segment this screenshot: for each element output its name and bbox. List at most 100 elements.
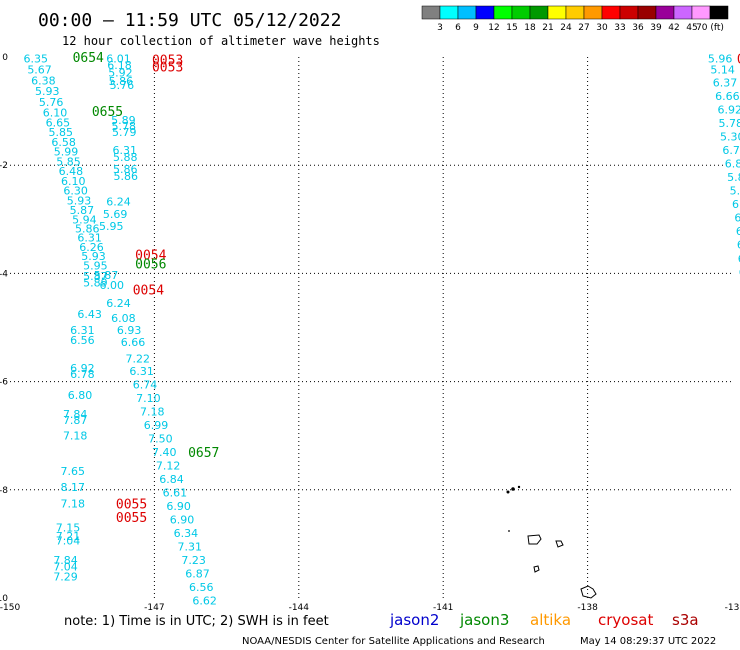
swh-value-label: 6 [737, 239, 740, 252]
swh-value-label: 7.18 [63, 430, 88, 443]
swh-value-label: 6.56 [189, 581, 214, 594]
swh-value-label: 6.62 [192, 595, 217, 608]
swh-value-label: 7.65 [61, 465, 86, 478]
swh-value-label: 5.85 [49, 126, 74, 139]
island-outline [527, 534, 542, 545]
swh-value-label: 6.9 [732, 198, 740, 211]
island-dot [511, 487, 515, 491]
swh-value-label: 7.21 [56, 530, 81, 543]
colorbar-swatch [619, 5, 639, 20]
swh-value-label: 5.30 [720, 131, 740, 144]
pass-time-label: 0 [737, 53, 740, 68]
swh-value-label: 6.78 [70, 368, 95, 381]
swh-value-label: 6.08 [111, 312, 136, 325]
swh-value-label: 5.95 [99, 220, 124, 233]
swh-value-label: 5.76 [110, 79, 135, 92]
swh-value-label: 5.87 [727, 171, 740, 184]
swh-value-label: 7.12 [156, 459, 181, 472]
colorbar-swatch [709, 5, 729, 20]
swh-value-label: 5.86 [113, 163, 138, 176]
colorbar-swatch [601, 5, 621, 20]
swh-value-label: 7.84 [53, 554, 78, 567]
swh-value-label: 5.89 [111, 114, 136, 127]
colorbar-label: 33 [614, 23, 625, 33]
legend-jason3: jason3 [459, 611, 509, 629]
swh-value-label: 6.01 [106, 53, 130, 66]
swh-value-label: 6.18 [107, 59, 132, 72]
colorbar-swatch [511, 5, 531, 20]
swh-value-label: 6.58 [51, 136, 76, 149]
swh-value-label: 7.29 [53, 570, 78, 583]
pass-time-label: 0053 [152, 54, 183, 69]
island-dot [517, 485, 521, 489]
swh-value-label: 5.94 [72, 213, 97, 226]
legend-altika: altika [530, 611, 571, 629]
swh-value-label: 6.61 [163, 487, 188, 500]
swh-value-label: 6.99 [144, 419, 169, 432]
swh-value-label: 6.31 [129, 365, 154, 378]
swh-value-label: 7.87 [63, 414, 88, 427]
colorbar-swatch [565, 5, 585, 20]
swh-value-label: 5.86 [75, 222, 100, 235]
colorbar-swatch [529, 5, 549, 20]
colorbar-swatch [475, 5, 495, 20]
swh-value-label: 7.40 [152, 446, 177, 459]
chart-title: 00:00 – 11:59 UTC 05/12/2022 [38, 10, 341, 31]
colorbar-label: 42 [668, 23, 679, 33]
colorbar-swatch [691, 5, 711, 20]
swh-value-label: 8.17 [61, 481, 86, 494]
x-tick-label: -144 [289, 603, 310, 613]
swh-value-label: 5.78 [112, 120, 137, 133]
colorbar-label: 12 [488, 23, 499, 33]
colorbar-swatch [673, 5, 693, 20]
data-marks: 6.355.676.385.935.766.106.655.856.585.99… [23, 51, 740, 608]
island-dot [506, 490, 510, 494]
swh-value-label: 6. [736, 225, 740, 238]
swh-value-label: 6.24 [106, 195, 130, 208]
swh-value-label: 6.38 [31, 74, 55, 87]
swh-value-label: 7.23 [181, 554, 206, 567]
colorbar-swatch [457, 5, 477, 20]
swh-value-label: 5.87 [70, 204, 95, 217]
timestamp-text: May 14 08:29:37 UTC 2022 [580, 636, 716, 647]
swh-value-label: 6.37 [713, 76, 738, 89]
swh-value-label: 7.04 [53, 561, 78, 574]
swh-value-label: 6.26 [79, 241, 104, 254]
swh-value-label: 7.50 [148, 432, 173, 445]
swh-value-label: 6 [739, 266, 740, 279]
colorbar-label: 39 [650, 23, 662, 33]
x-tick-label: -138 [577, 603, 598, 613]
swh-value-label: 5.89 [83, 277, 108, 290]
swh-value-label: 5.93 [67, 194, 92, 207]
legend-jason2: jason2 [389, 611, 439, 629]
colorbar-label: 21 [542, 23, 553, 33]
credit-text: NOAA/NESDIS Center for Satellite Applica… [242, 636, 545, 647]
swh-value-label: 6.10 [61, 175, 86, 188]
colorbar-label: 24 [560, 23, 572, 33]
swh-value-label: 5.69 [103, 208, 128, 221]
colorbar-label: 15 [506, 23, 517, 33]
pass-time-label: 0053 [152, 61, 183, 76]
swh-value-label: 5.86 [109, 75, 134, 88]
legend-s3a: s3a [672, 611, 699, 629]
swh-value-label: 5.87 [94, 269, 119, 282]
colorbar-label: 70 (ft) [696, 23, 724, 33]
swh-value-label: 6.31 [77, 232, 102, 245]
swh-value-label: 5.76 [39, 96, 64, 109]
swh-value-label: 6.24 [106, 297, 130, 310]
swh-value-label: 6.83 [725, 158, 740, 171]
swh-value-label: 6.34 [174, 527, 199, 540]
swh-value-label: 6.74 [133, 378, 158, 391]
footer: note: 1) Time is in UTC; 2) SWH is in fe… [64, 611, 716, 647]
colorbar-label: 3 [437, 23, 443, 33]
colorbar-swatch [655, 5, 675, 20]
pass-time-label: 0054 [133, 284, 164, 299]
colorbar-label: 27 [578, 23, 589, 33]
swh-value-label: 6.66 [715, 90, 740, 103]
swh-value-label: 6.4 [734, 212, 740, 225]
pass-time-label: 0654 [73, 51, 104, 66]
swh-value-label: 6.31 [70, 324, 95, 337]
colorbar-label: 18 [524, 23, 536, 33]
colorbar-swatch [583, 5, 603, 20]
x-tick-label: -13 [725, 603, 740, 613]
